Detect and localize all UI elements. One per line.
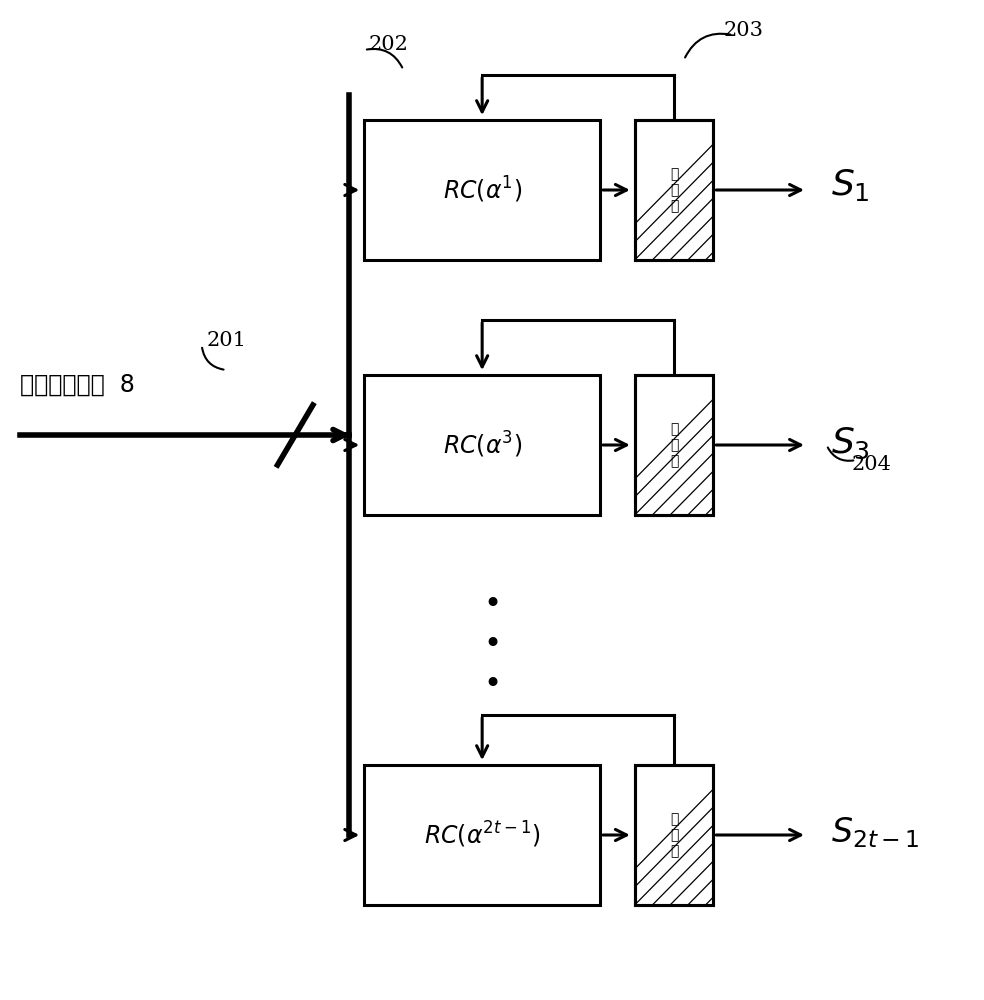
- Bar: [364, 120, 600, 260]
- Text: 202: 202: [369, 35, 409, 54]
- Text: $RC(\alpha^{3})$: $RC(\alpha^{3})$: [443, 430, 522, 460]
- Text: 203: 203: [723, 20, 764, 39]
- Bar: [635, 120, 713, 260]
- Bar: [364, 375, 600, 515]
- Text: •: •: [483, 631, 501, 660]
- Text: •: •: [483, 670, 501, 700]
- Text: $S_3$: $S_3$: [831, 425, 871, 461]
- Text: $S_1$: $S_1$: [831, 167, 870, 203]
- Text: 寄
存
器: 寄 存 器: [670, 422, 678, 468]
- Bar: [635, 765, 713, 905]
- Text: 204: 204: [851, 456, 892, 475]
- Text: $RC(\alpha^{1})$: $RC(\alpha^{1})$: [443, 175, 522, 205]
- Bar: [364, 765, 600, 905]
- Text: $S_{2t-1}$: $S_{2t-1}$: [831, 816, 920, 850]
- Text: 数据并行输入  8: 数据并行输入 8: [20, 373, 135, 397]
- Text: $RC(\alpha^{2t−1})$: $RC(\alpha^{2t−1})$: [424, 820, 540, 850]
- Bar: [635, 765, 713, 905]
- Text: 寄
存
器: 寄 存 器: [670, 167, 678, 213]
- Bar: [635, 120, 713, 260]
- Text: •: •: [483, 590, 501, 620]
- Bar: [635, 375, 713, 515]
- Text: 寄
存
器: 寄 存 器: [670, 812, 678, 858]
- Text: 201: 201: [207, 330, 247, 350]
- Bar: [635, 375, 713, 515]
